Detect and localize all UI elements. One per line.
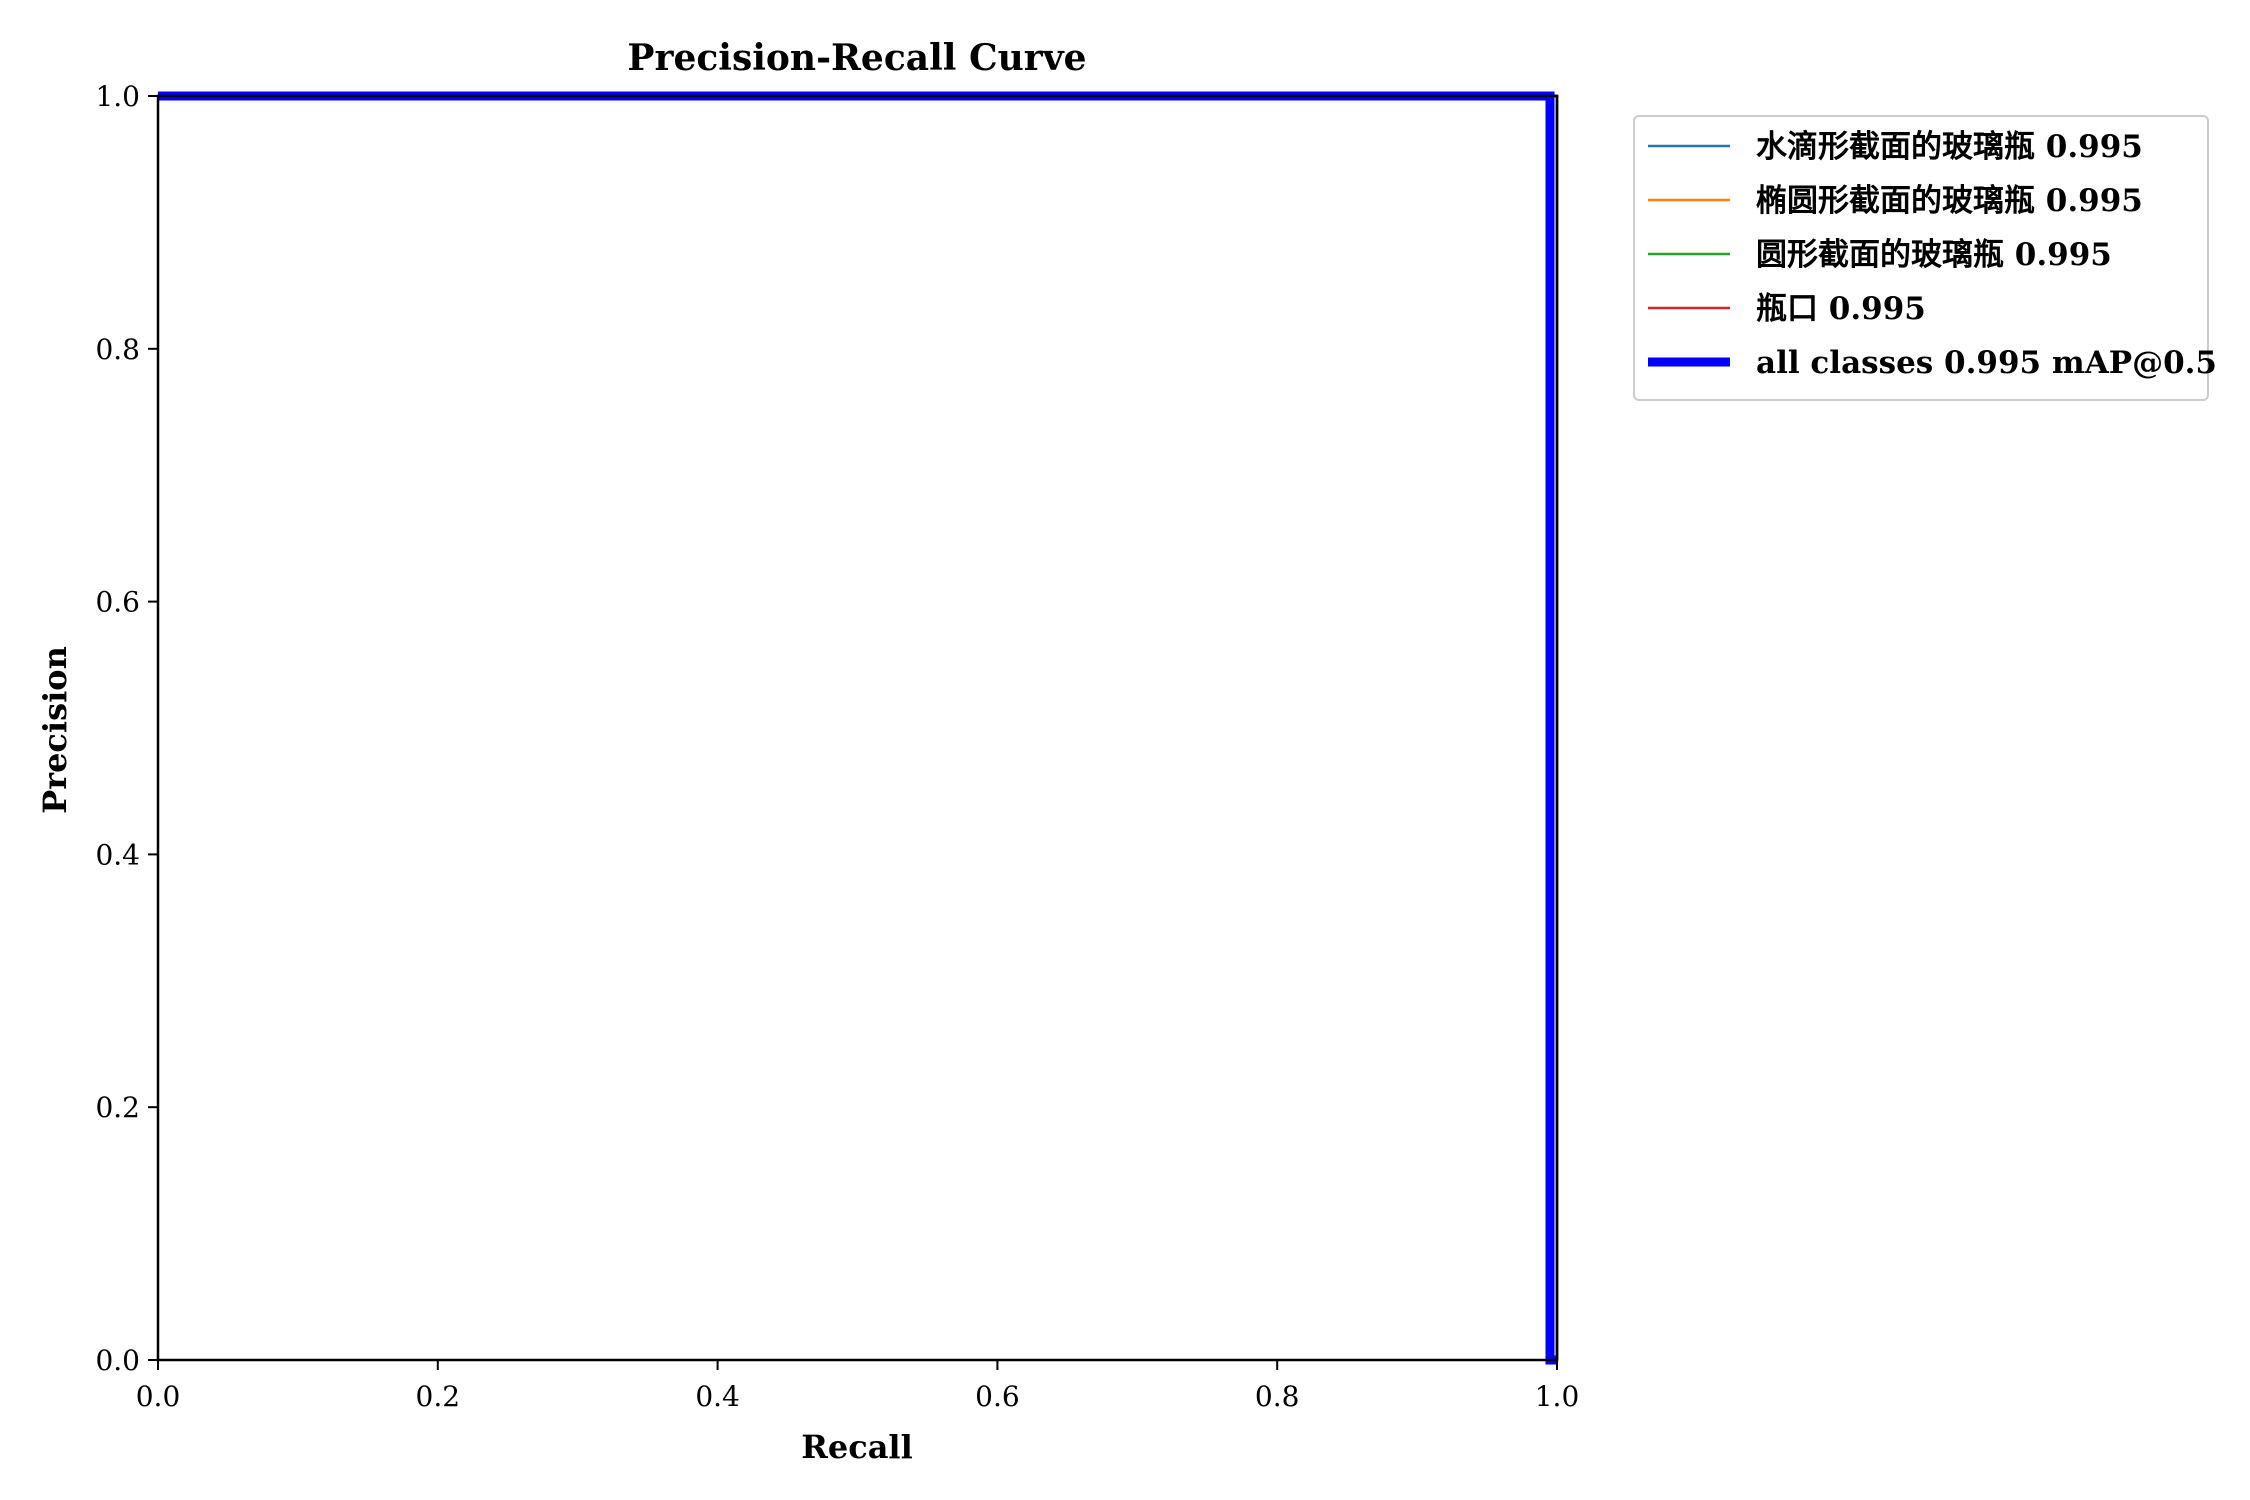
y-tick-label: 0.8: [95, 333, 140, 366]
x-tick-label: 0.2: [416, 1380, 461, 1413]
legend: 水滴形截面的玻璃瓶 0.995 椭圆形截面的玻璃瓶 0.995 圆形截面的玻璃瓶 0…: [1633, 115, 2217, 401]
plot-frame: [156, 94, 1559, 1362]
legend-label: 水滴形截面的玻璃瓶 0.995: [1756, 129, 2143, 165]
x-axis-label: Recall: [801, 1428, 912, 1466]
x-tick-label: 0.6: [975, 1380, 1020, 1413]
y-axis-label: Precision: [36, 646, 74, 814]
legend-label: all classes 0.995 mAP@0.5: [1756, 345, 2217, 381]
x-axis: 0.0 0.2 0.4 0.6 0.8 1.0: [136, 1360, 1580, 1413]
x-tick-label: 0.4: [695, 1380, 740, 1413]
chart-title: Precision-Recall Curve: [627, 37, 1086, 79]
x-tick-label: 0.8: [1255, 1380, 1300, 1413]
legend-label: 瓶口 0.995: [1756, 291, 1926, 327]
x-tick-label: 1.0: [1535, 1380, 1580, 1413]
y-tick-label: 0.4: [95, 838, 140, 871]
y-tick-label: 1.0: [95, 80, 140, 113]
plot-area: [156, 91, 1559, 1365]
x-tick-label: 0.0: [136, 1380, 181, 1413]
y-tick-label: 0.2: [95, 1091, 140, 1124]
legend-label: 椭圆形截面的玻璃瓶 0.995: [1756, 183, 2143, 219]
y-axis: 0.0 0.2 0.4 0.6 0.8 1.0: [95, 80, 158, 1377]
y-tick-label: 0.6: [95, 586, 140, 619]
legend-label: 圆形截面的玻璃瓶 0.995: [1756, 237, 2112, 273]
y-tick-label: 0.0: [95, 1344, 140, 1377]
legend-box: [1633, 115, 2209, 401]
